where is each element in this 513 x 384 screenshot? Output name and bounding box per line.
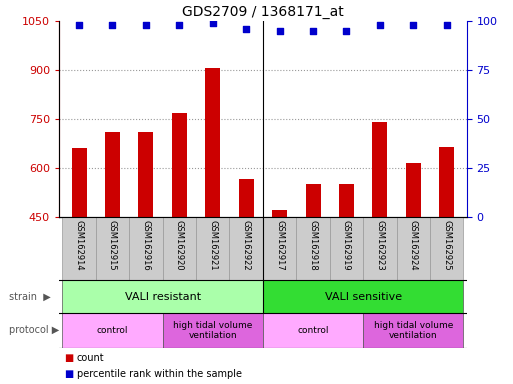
Text: GSM162922: GSM162922: [242, 220, 251, 271]
Point: [275, 28, 284, 34]
Bar: [439, 147, 455, 364]
Bar: [105, 132, 120, 364]
Point: [342, 28, 350, 34]
Text: GSM162920: GSM162920: [175, 220, 184, 271]
Bar: [263, 313, 363, 348]
Text: ■: ■: [64, 369, 73, 379]
Bar: [129, 217, 163, 280]
Bar: [406, 163, 421, 364]
Point: [409, 22, 418, 28]
Bar: [363, 217, 397, 280]
Bar: [363, 313, 463, 348]
Bar: [229, 217, 263, 280]
Bar: [172, 113, 187, 364]
Bar: [71, 149, 87, 364]
Point: [175, 22, 184, 28]
Text: protocol ▶: protocol ▶: [9, 325, 60, 335]
Bar: [397, 217, 430, 280]
Point: [75, 22, 83, 28]
Point: [443, 22, 451, 28]
Bar: [163, 217, 196, 280]
Point: [142, 22, 150, 28]
Bar: [430, 217, 463, 280]
Text: GSM162915: GSM162915: [108, 220, 117, 271]
Text: high tidal volume
ventilation: high tidal volume ventilation: [173, 321, 252, 340]
Text: control: control: [298, 326, 329, 335]
Bar: [63, 313, 163, 348]
Point: [242, 26, 250, 32]
Point: [309, 28, 317, 34]
Bar: [297, 217, 330, 280]
Text: GSM162923: GSM162923: [376, 220, 384, 271]
Bar: [263, 280, 463, 313]
Text: control: control: [97, 326, 128, 335]
Text: ■: ■: [64, 353, 73, 363]
Text: GSM162924: GSM162924: [409, 220, 418, 271]
Point: [209, 20, 217, 26]
Text: GSM162916: GSM162916: [142, 220, 150, 271]
Point: [376, 22, 384, 28]
Bar: [96, 217, 129, 280]
Bar: [306, 184, 321, 364]
Bar: [196, 217, 229, 280]
Text: GSM162918: GSM162918: [308, 220, 318, 271]
Bar: [63, 280, 263, 313]
Bar: [330, 217, 363, 280]
Text: VALI sensitive: VALI sensitive: [325, 291, 402, 302]
Text: count: count: [77, 353, 105, 363]
Bar: [139, 132, 153, 364]
Bar: [163, 313, 263, 348]
Text: GSM162914: GSM162914: [74, 220, 84, 271]
Bar: [239, 179, 254, 364]
Text: GSM162919: GSM162919: [342, 220, 351, 271]
Bar: [372, 122, 387, 364]
Bar: [339, 184, 354, 364]
Text: GSM162917: GSM162917: [275, 220, 284, 271]
Text: strain  ▶: strain ▶: [9, 291, 51, 302]
Bar: [63, 217, 96, 280]
Title: GDS2709 / 1368171_at: GDS2709 / 1368171_at: [182, 5, 344, 19]
Text: GSM162921: GSM162921: [208, 220, 218, 271]
Point: [108, 22, 116, 28]
Text: percentile rank within the sample: percentile rank within the sample: [77, 369, 242, 379]
Text: VALI resistant: VALI resistant: [125, 291, 201, 302]
Bar: [205, 68, 220, 364]
Text: high tidal volume
ventilation: high tidal volume ventilation: [373, 321, 453, 340]
Bar: [263, 217, 297, 280]
Text: GSM162925: GSM162925: [442, 220, 451, 271]
Bar: [272, 210, 287, 364]
